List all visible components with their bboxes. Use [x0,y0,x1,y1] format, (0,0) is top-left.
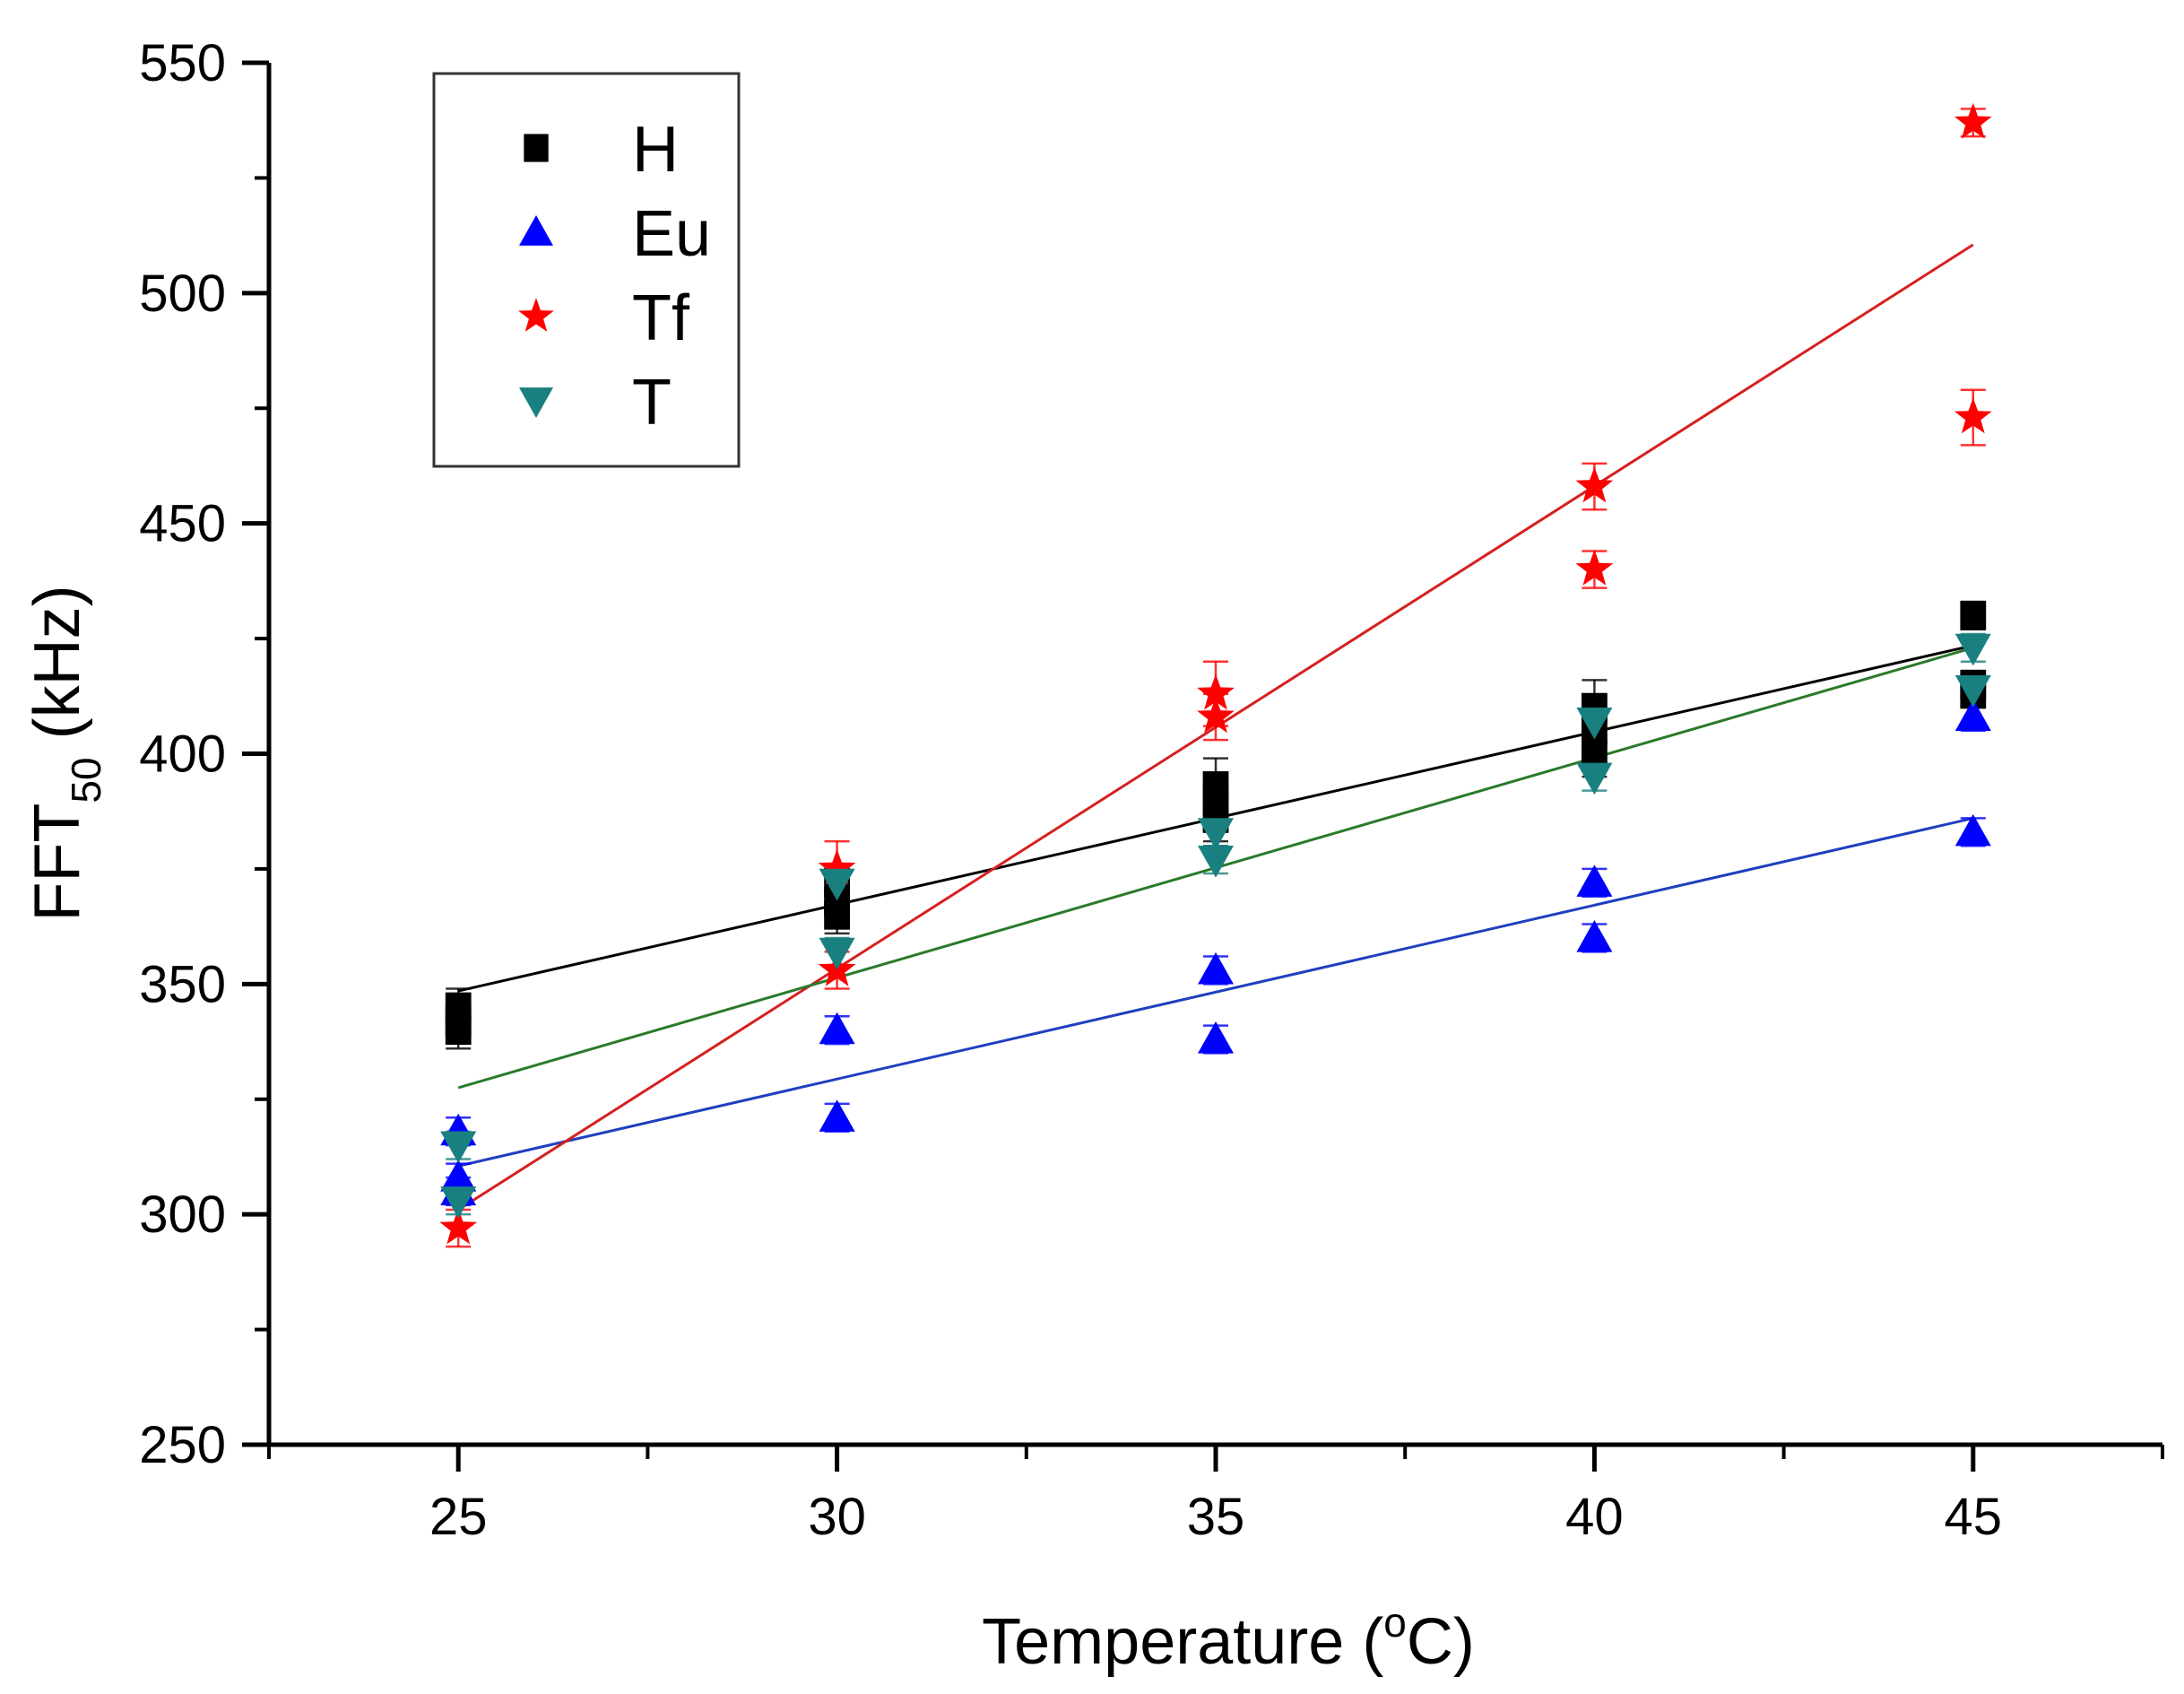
data-point-t [1576,707,1613,740]
y-tick-label-300: 300 [139,1186,226,1244]
legend-marker-h [524,134,549,162]
legend-marker-eu [519,215,553,246]
data-point-tf [439,1208,478,1245]
y-tick-label-450: 450 [139,495,226,553]
legend: H Eu Tf T [432,72,741,468]
data-point-h [1960,601,1987,630]
data-point-tf [1575,550,1614,586]
data-point-t [440,1131,477,1164]
legend-label-h: H [632,114,679,186]
data-point-eu [1198,951,1234,985]
y-tick-label-350: 350 [139,955,226,1013]
x-tick-label-30: 30 [808,1488,866,1546]
data-point-eu [1576,864,1613,897]
x-ticks: 25 30 35 40 45 [267,1445,2164,1546]
data-point-t [819,868,855,901]
data-point-t [1576,762,1613,795]
y-tick-label-550: 550 [139,34,226,92]
data-point-eu [1954,699,1991,732]
data-point-t [1198,818,1234,850]
data-point-h [824,899,850,930]
fit-line-eu [457,816,1974,1168]
legend-item-eu: Eu [519,198,711,270]
data-point-eu [819,1099,855,1132]
data-point-h [445,1015,472,1046]
legend-item-tf: Tf [518,282,690,354]
x-axis-title: Temperature (oC) [982,1599,1475,1678]
x-tick-label-35: 35 [1187,1488,1245,1546]
legend-item-t: T [519,367,672,439]
legend-item-h: H [524,114,679,186]
data-point-t [440,1186,477,1219]
y-axis-title: FFT50 (kHz) [22,585,109,921]
data-point-t [1198,846,1234,878]
legend-marker-tf [518,298,554,332]
legend-marker-t [519,387,553,418]
y-tick-label-500: 500 [139,265,226,323]
data-point-tf [1954,397,1992,434]
x-tick-label-25: 25 [429,1488,488,1546]
data-point-eu [1576,919,1613,952]
data-point-t [1954,674,1991,708]
data-point-eu [819,1012,855,1045]
data-point-tf [1575,466,1614,503]
legend-label-eu: Eu [632,198,711,270]
data-point-t [1954,633,1991,666]
data-markers [439,102,1992,1245]
data-point-eu [1198,1021,1234,1054]
data-point-tf [1954,102,1992,139]
data-point-tf [818,848,856,885]
x-tick-label-45: 45 [1945,1488,2003,1546]
y-tick-label-400: 400 [139,725,226,784]
data-point-tf [1197,673,1235,710]
y-tick-label-250: 250 [139,1416,226,1474]
y-ticks: 250 300 350 400 450 500 550 [139,34,269,1474]
data-point-t [819,937,855,970]
data-point-tf [1197,697,1235,734]
legend-label-t: T [632,367,672,439]
legend-label-tf: Tf [632,282,690,354]
data-point-eu [1954,813,1991,847]
x-tick-label-40: 40 [1565,1488,1624,1546]
legend-box [432,72,741,468]
